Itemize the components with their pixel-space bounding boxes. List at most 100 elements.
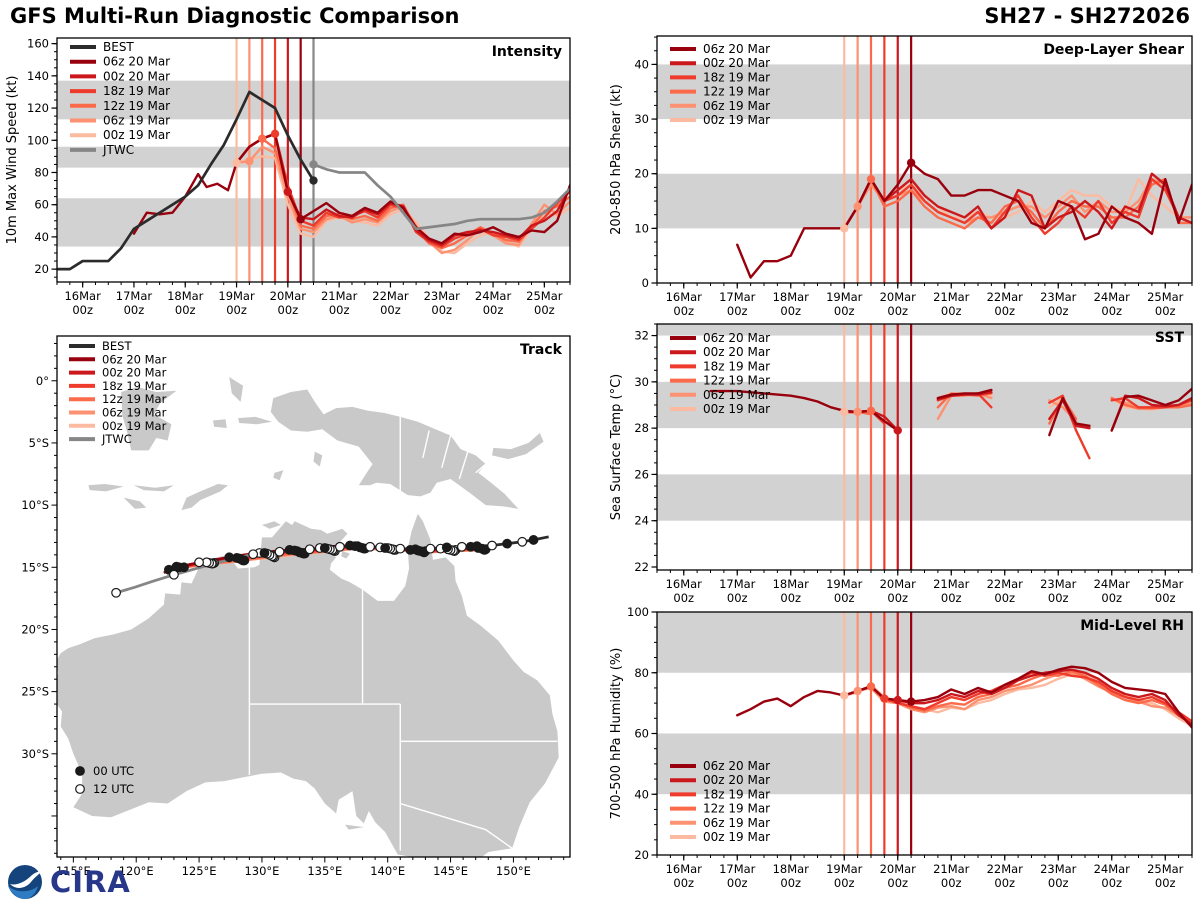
svg-text:18z 19 Mar: 18z 19 Mar xyxy=(703,359,770,373)
svg-text:00 UTC: 00 UTC xyxy=(93,764,134,778)
svg-text:25Mar: 25Mar xyxy=(1147,862,1184,876)
svg-text:16Mar: 16Mar xyxy=(666,577,703,591)
svg-text:20: 20 xyxy=(634,167,649,181)
svg-text:06z 20 Mar: 06z 20 Mar xyxy=(703,331,770,345)
svg-text:32: 32 xyxy=(634,329,649,343)
svg-text:00z: 00z xyxy=(431,303,452,317)
svg-text:20: 20 xyxy=(634,848,649,862)
svg-text:06z 20 Mar: 06z 20 Mar xyxy=(103,55,170,69)
svg-text:Mid-Level RH: Mid-Level RH xyxy=(1080,618,1184,634)
svg-text:23Mar: 23Mar xyxy=(1040,290,1077,304)
svg-text:22Mar: 22Mar xyxy=(987,862,1024,876)
svg-text:00z: 00z xyxy=(124,303,145,317)
svg-text:135°E: 135°E xyxy=(307,864,342,878)
svg-text:06z 19 Mar: 06z 19 Mar xyxy=(703,99,770,113)
svg-text:18Mar: 18Mar xyxy=(773,577,810,591)
svg-text:00z: 00z xyxy=(226,303,247,317)
svg-text:00z: 00z xyxy=(727,591,748,605)
svg-text:BEST: BEST xyxy=(102,339,132,353)
svg-text:12z 19 Mar: 12z 19 Mar xyxy=(102,392,167,406)
svg-text:24Mar: 24Mar xyxy=(1094,290,1131,304)
svg-text:23Mar: 23Mar xyxy=(1040,862,1077,876)
svg-text:700-500 hPa Humidity (%): 700-500 hPa Humidity (%) xyxy=(609,648,624,820)
svg-text:21Mar: 21Mar xyxy=(933,577,970,591)
svg-text:00z: 00z xyxy=(1101,591,1122,605)
svg-text:00z 19 Mar: 00z 19 Mar xyxy=(703,113,770,127)
svg-text:130°E: 130°E xyxy=(244,864,279,878)
page-title: GFS Multi-Run Diagnostic Comparison xyxy=(10,4,460,28)
svg-text:15°S: 15°S xyxy=(21,560,49,574)
svg-text:17Mar: 17Mar xyxy=(116,289,153,303)
svg-text:06z 19 Mar: 06z 19 Mar xyxy=(102,406,167,420)
svg-text:00z: 00z xyxy=(727,876,748,890)
svg-text:00z: 00z xyxy=(1048,304,1069,318)
svg-text:00z: 00z xyxy=(780,591,801,605)
svg-text:21Mar: 21Mar xyxy=(933,862,970,876)
svg-text:21Mar: 21Mar xyxy=(321,289,358,303)
svg-text:100: 100 xyxy=(27,133,49,147)
svg-text:140°E: 140°E xyxy=(370,864,405,878)
svg-text:12z 19 Mar: 12z 19 Mar xyxy=(103,99,170,113)
svg-text:12z 19 Mar: 12z 19 Mar xyxy=(703,85,770,99)
svg-text:00z: 00z xyxy=(994,876,1015,890)
svg-text:24: 24 xyxy=(634,514,649,528)
svg-text:100: 100 xyxy=(627,605,649,619)
svg-text:00z: 00z xyxy=(1155,876,1176,890)
svg-text:60: 60 xyxy=(34,198,49,212)
svg-text:160: 160 xyxy=(27,37,49,51)
svg-text:06z 19 Mar: 06z 19 Mar xyxy=(103,114,170,128)
svg-text:00z 19 Mar: 00z 19 Mar xyxy=(703,830,770,844)
svg-text:JTWC: JTWC xyxy=(102,143,134,157)
svg-text:06z 19 Mar: 06z 19 Mar xyxy=(703,816,770,830)
svg-text:24Mar: 24Mar xyxy=(475,289,512,303)
svg-text:00z: 00z xyxy=(941,591,962,605)
svg-text:00z: 00z xyxy=(175,303,196,317)
svg-text:17Mar: 17Mar xyxy=(719,577,756,591)
svg-text:26: 26 xyxy=(634,467,649,481)
svg-text:125°E: 125°E xyxy=(182,864,217,878)
svg-text:150°E: 150°E xyxy=(496,864,531,878)
svg-text:60: 60 xyxy=(634,727,649,741)
svg-text:00z: 00z xyxy=(673,591,694,605)
svg-text:00z 19 Mar: 00z 19 Mar xyxy=(102,419,167,433)
svg-text:30: 30 xyxy=(634,375,649,389)
svg-text:10m Max Wind Speed (kt): 10m Max Wind Speed (kt) xyxy=(5,76,20,245)
svg-text:145°E: 145°E xyxy=(433,864,468,878)
svg-text:16Mar: 16Mar xyxy=(64,289,101,303)
svg-text:06z 20 Mar: 06z 20 Mar xyxy=(703,759,770,773)
svg-text:0°: 0° xyxy=(36,374,49,388)
svg-text:18z 19 Mar: 18z 19 Mar xyxy=(703,787,770,801)
svg-text:20Mar: 20Mar xyxy=(880,577,917,591)
svg-text:22Mar: 22Mar xyxy=(987,290,1024,304)
svg-text:28: 28 xyxy=(634,421,649,435)
svg-text:24Mar: 24Mar xyxy=(1094,862,1131,876)
svg-text:Sea Surface Temp (°C): Sea Surface Temp (°C) xyxy=(609,374,624,521)
svg-text:19Mar: 19Mar xyxy=(218,289,255,303)
svg-text:00z 20 Mar: 00z 20 Mar xyxy=(703,345,770,359)
svg-text:18Mar: 18Mar xyxy=(773,862,810,876)
svg-text:00z: 00z xyxy=(1155,304,1176,318)
svg-text:00z 20 Mar: 00z 20 Mar xyxy=(703,773,770,787)
svg-text:20Mar: 20Mar xyxy=(880,862,917,876)
svg-text:06z 19 Mar: 06z 19 Mar xyxy=(703,388,770,402)
svg-text:06z 20 Mar: 06z 20 Mar xyxy=(102,352,167,366)
svg-text:10°S: 10°S xyxy=(21,498,49,512)
svg-text:18z 19 Mar: 18z 19 Mar xyxy=(102,379,167,393)
svg-text:200-850 hPa Shear (kt): 200-850 hPa Shear (kt) xyxy=(609,84,624,235)
svg-text:23Mar: 23Mar xyxy=(1040,577,1077,591)
svg-text:30: 30 xyxy=(634,112,649,126)
svg-text:00z: 00z xyxy=(941,876,962,890)
svg-text:40: 40 xyxy=(634,57,649,71)
svg-text:Deep-Layer Shear: Deep-Layer Shear xyxy=(1043,42,1184,58)
svg-text:00z: 00z xyxy=(278,303,299,317)
svg-text:Intensity: Intensity xyxy=(492,44,562,60)
noaa-logo-icon xyxy=(8,865,42,899)
svg-text:00z 19 Mar: 00z 19 Mar xyxy=(103,128,170,142)
svg-text:25Mar: 25Mar xyxy=(1147,577,1184,591)
svg-text:12z 19 Mar: 12z 19 Mar xyxy=(703,802,770,816)
svg-text:18z 19 Mar: 18z 19 Mar xyxy=(103,84,170,98)
svg-text:00z: 00z xyxy=(780,876,801,890)
svg-text:18z 19 Mar: 18z 19 Mar xyxy=(703,70,770,84)
storm-id-title: SH27 - SH272026 xyxy=(984,4,1190,28)
svg-text:40: 40 xyxy=(34,230,49,244)
